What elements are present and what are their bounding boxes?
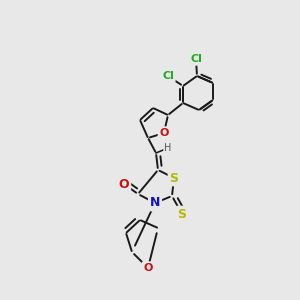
Text: O: O bbox=[119, 178, 129, 190]
Text: Cl: Cl bbox=[162, 71, 174, 81]
Text: Cl: Cl bbox=[190, 54, 202, 64]
Text: H: H bbox=[164, 143, 172, 153]
Text: O: O bbox=[143, 263, 153, 273]
Text: N: N bbox=[150, 196, 160, 209]
Text: S: S bbox=[169, 172, 178, 184]
Text: S: S bbox=[178, 208, 187, 220]
Text: O: O bbox=[159, 128, 169, 138]
